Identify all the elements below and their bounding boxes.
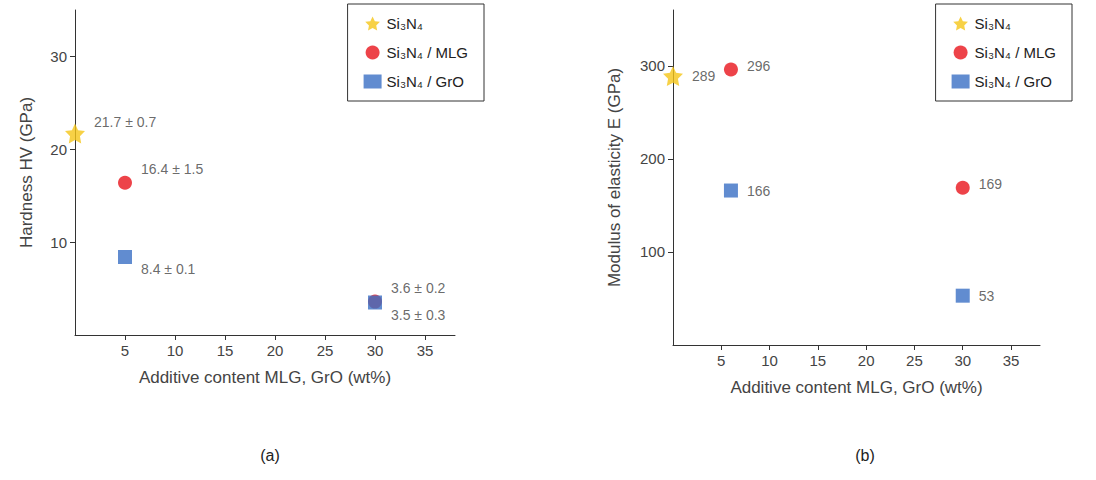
svg-text:5: 5 (717, 352, 725, 369)
svg-text:289: 289 (692, 68, 716, 84)
svg-text:30: 30 (50, 48, 67, 65)
svg-text:300: 300 (640, 57, 665, 74)
svg-text:3.6 ± 0.2: 3.6 ± 0.2 (391, 280, 446, 296)
svg-text:(b): (b) (855, 447, 875, 464)
svg-text:Si₃N₄ / MLG: Si₃N₄ / MLG (387, 44, 468, 61)
svg-text:15: 15 (217, 342, 234, 359)
svg-text:166: 166 (747, 183, 771, 199)
svg-text:3.5 ± 0.3: 3.5 ± 0.3 (391, 307, 446, 323)
svg-text:20: 20 (267, 342, 284, 359)
svg-text:10: 10 (167, 342, 184, 359)
svg-text:21.7 ± 0.7: 21.7 ± 0.7 (94, 114, 156, 130)
svg-text:16.4 ± 1.5: 16.4 ± 1.5 (141, 161, 203, 177)
svg-text:169: 169 (979, 176, 1003, 192)
svg-text:35: 35 (1003, 352, 1020, 369)
svg-text:Modulus of elasticity E (GPa): Modulus of elasticity E (GPa) (605, 68, 624, 287)
svg-text:10: 10 (761, 352, 778, 369)
svg-text:30: 30 (367, 342, 384, 359)
svg-text:10: 10 (50, 234, 67, 251)
svg-text:5: 5 (121, 342, 129, 359)
svg-text:Additive content MLG, GrO (wt%: Additive content MLG, GrO (wt%) (139, 368, 391, 387)
svg-text:30: 30 (954, 352, 971, 369)
svg-text:296: 296 (747, 58, 771, 74)
svg-text:25: 25 (317, 342, 334, 359)
svg-text:35: 35 (417, 342, 434, 359)
svg-text:(a): (a) (260, 447, 280, 464)
svg-text:Si₃N₄: Si₃N₄ (387, 15, 423, 32)
svg-text:53: 53 (979, 288, 995, 304)
svg-text:Si₃N₄: Si₃N₄ (975, 15, 1011, 32)
svg-text:Si₃N₄ / GrO: Si₃N₄ / GrO (387, 73, 464, 90)
svg-text:200: 200 (640, 150, 665, 167)
svg-text:Si₃N₄ / GrO: Si₃N₄ / GrO (975, 73, 1052, 90)
svg-text:15: 15 (810, 352, 827, 369)
svg-text:Hardness HV (GPa): Hardness HV (GPa) (17, 97, 36, 248)
svg-text:100: 100 (640, 243, 665, 260)
svg-text:8.4 ± 0.1: 8.4 ± 0.1 (141, 261, 196, 277)
svg-text:20: 20 (858, 352, 875, 369)
svg-text:25: 25 (906, 352, 923, 369)
svg-text:Additive content MLG, GrO (wt%: Additive content MLG, GrO (wt%) (730, 378, 982, 397)
svg-text:20: 20 (50, 141, 67, 158)
svg-text:Si₃N₄ / MLG: Si₃N₄ / MLG (975, 44, 1056, 61)
